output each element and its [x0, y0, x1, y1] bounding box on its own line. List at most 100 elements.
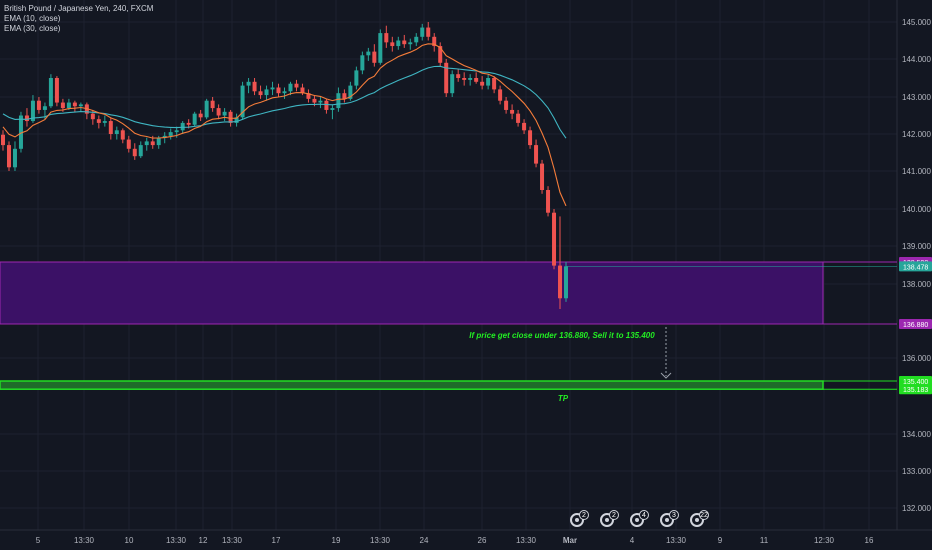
x-tick-label: 13:30: [516, 536, 537, 545]
y-tick-label: 144.000: [902, 55, 931, 64]
event-badge-count: 2: [612, 512, 616, 519]
zones: [0, 261, 897, 390]
candle-body: [324, 100, 329, 110]
candle-body: [12, 148, 17, 168]
x-axis[interactable]: 5 13:30 10 13:30 12 13:30 17 19 13:30 24 26 13:30 Ma…: [36, 536, 874, 545]
candle-body: [294, 83, 299, 88]
event-badge-count: 4: [642, 512, 646, 519]
price-tag-label: 138.478: [903, 264, 928, 271]
tp-annotation: TP: [558, 394, 569, 403]
sell-zone-box: [0, 261, 824, 325]
y-tick-label: 134.000: [902, 430, 931, 439]
candle-body: [156, 137, 161, 146]
candle-body: [222, 111, 227, 116]
candle-body: [456, 74, 461, 78]
candle-body: [72, 102, 77, 107]
x-tick-label: 16: [865, 536, 874, 545]
chart-legend: British Pound / Japanese Yen, 240, FXCM …: [4, 4, 153, 34]
candle-body: [426, 27, 431, 37]
candle-body: [372, 51, 377, 63]
x-tick-label: 13:30: [222, 536, 243, 545]
candle-body: [540, 163, 545, 190]
x-tick-label: 9: [718, 536, 723, 545]
candle-body: [564, 266, 568, 299]
candle-body: [114, 130, 119, 134]
y-tick-label: 139.000: [902, 242, 931, 251]
event-badge-dot: [575, 518, 579, 522]
candle-body: [18, 115, 23, 149]
candle-body: [198, 113, 203, 118]
candle-body: [468, 78, 473, 80]
y-axis[interactable]: 145.000 144.000 143.000 142.000 141.000 140.0…: [899, 18, 932, 513]
price-tag-bg: [899, 384, 932, 395]
candle-body: [282, 91, 287, 94]
candle-body: [354, 70, 359, 86]
ema-fast-label[interactable]: EMA (10, close): [4, 14, 61, 23]
candle-body: [180, 122, 185, 131]
symbol-title[interactable]: British Pound / Japanese Yen, 240, FXCM: [4, 4, 154, 13]
y-tick-label: 140.000: [902, 205, 931, 214]
candle-body: [492, 78, 497, 90]
candle-body: [528, 130, 533, 146]
candle-body: [510, 109, 515, 114]
y-tick-label: 132.000: [902, 504, 931, 513]
candle-body: [132, 148, 137, 157]
candle-body: [552, 212, 557, 266]
candle-body: [210, 100, 215, 109]
event-badge-dot: [665, 518, 669, 522]
candle-body: [438, 46, 443, 63]
candle-body: [312, 98, 317, 103]
candle-body: [348, 85, 353, 99]
candle-body: [234, 117, 239, 123]
candle-body: [6, 145, 11, 168]
event-badge-count: 22: [700, 512, 708, 519]
candle-body: [252, 81, 257, 92]
price-tag-label: 136.880: [903, 322, 928, 329]
y-tick-label: 143.000: [902, 93, 931, 102]
candle-body: [228, 111, 233, 123]
candle-body: [366, 51, 371, 56]
event-badge-count-bg: [609, 510, 619, 520]
candle-body: [216, 108, 221, 116]
event-badges[interactable]: 2 2 4 3 22: [570, 510, 709, 527]
candle-body: [420, 27, 425, 37]
x-tick-label: 10: [125, 536, 134, 545]
ema-fast-line: [2, 43, 567, 207]
event-badge-count: 3: [672, 512, 676, 519]
x-tick-label: 4: [630, 536, 635, 545]
candle-body: [402, 40, 407, 45]
candle-body: [384, 33, 389, 43]
candle-body: [300, 87, 305, 94]
price-tag-label: 135.183: [903, 387, 928, 394]
candle-body: [306, 93, 311, 99]
candle-body: [192, 113, 197, 125]
candle-body: [168, 132, 173, 136]
candle-body: [24, 115, 29, 122]
candle-body: [108, 121, 113, 134]
candle-body: [336, 93, 341, 109]
x-tick-label: 26: [478, 536, 487, 545]
x-tick-label: 12: [199, 536, 208, 545]
x-tick-label: 11: [760, 536, 769, 545]
candle-body: [78, 104, 83, 107]
event-badge-count-bg: [579, 510, 589, 520]
ema-slow-label[interactable]: EMA (30, close): [4, 24, 61, 33]
candle-body: [54, 78, 59, 103]
target-arrow-head: [660, 372, 672, 379]
candle-body: [150, 141, 155, 146]
candle-body: [258, 91, 263, 96]
candle-body: [96, 119, 101, 123]
candle-body: [498, 89, 503, 101]
event-badge-count-bg: [669, 510, 679, 520]
candle-body: [360, 55, 365, 71]
candle-body: [144, 141, 149, 146]
y-tick-label: 133.000: [902, 467, 931, 476]
candle-body: [276, 87, 281, 94]
candle-body: [42, 106, 47, 110]
candle-body: [486, 78, 491, 86]
candle-body: [534, 145, 539, 164]
candle-body: [396, 40, 401, 47]
candle-body: [66, 102, 71, 109]
candle-body: [432, 36, 437, 47]
